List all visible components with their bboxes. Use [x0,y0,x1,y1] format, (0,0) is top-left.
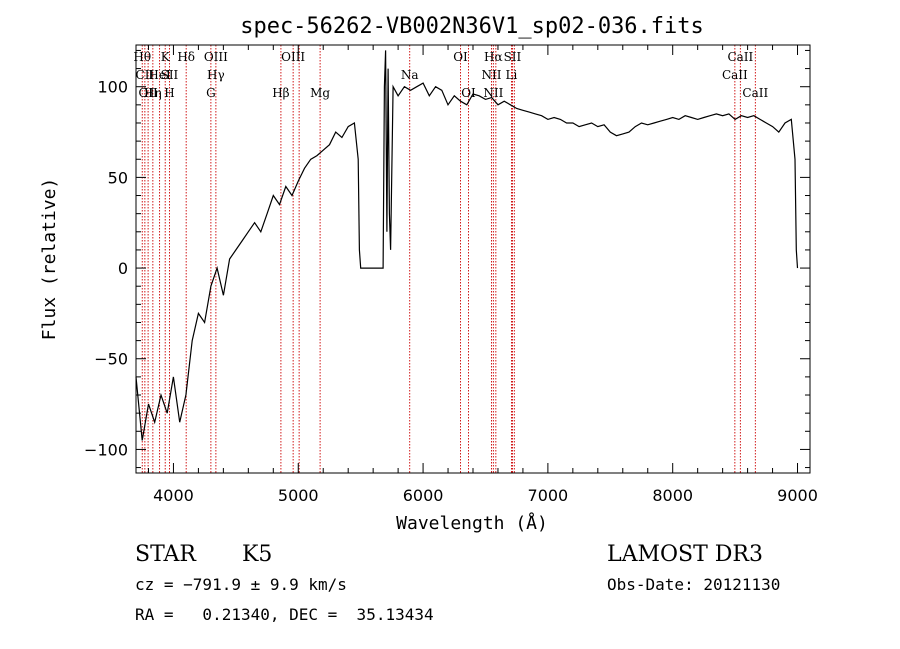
redshift-cz: cz = −791.9 ± 9.9 km/s [135,575,347,594]
x-tick-label: 8000 [652,486,693,505]
spectral-line-label: SII [504,50,522,64]
y-axis-label: Flux (relative) [39,178,60,341]
x-tick-label: 9000 [777,486,818,505]
spectral-line-label: CII [136,68,155,82]
spectral-line-label: Li [506,68,518,82]
survey-name: LAMOST DR3 [607,542,763,567]
x-tick-label: 6000 [403,486,444,505]
coordinates: RA = 0.21340, DEC = 35.13434 [135,605,434,624]
spectral-line-label: Hη [144,86,162,100]
x-tick-label: 7000 [528,486,569,505]
spectral-line-label: OIII [204,50,228,64]
spectral-line-label: OIII [281,50,305,64]
spectral-line-label: NII [481,68,501,82]
y-tick-label: 100 [97,78,128,97]
x-axis: 4000 5000 6000 7000 8000 9000 [147,45,818,505]
spectral-line-label: Hδ [177,50,195,64]
spectral-line-label: CaII [727,50,753,64]
spectral-line-label: Mg [310,86,330,100]
spectral-line-label: OI [461,86,476,100]
chart-title: spec-56262-VB002N36V1_sp02-036.fits [240,14,704,39]
spectral-line-label: Hθ [133,50,151,64]
spectral-line-label: Hγ [207,68,225,82]
spectrum-line [135,50,799,441]
x-axis-label: Wavelength (Å) [396,512,548,534]
spectral-line-label: Hα [484,50,503,64]
spectral-line-label: CaII [742,86,768,100]
spectral-line-label: G [206,86,216,100]
y-tick-label: −100 [84,440,128,459]
spectral-line-label: Hβ [272,86,289,100]
object-subclass: K5 [242,542,272,567]
spectral-line-label: SII [161,68,179,82]
spectral-line-label: Na [401,68,419,82]
spectral-line-label: CaII [722,68,748,82]
observation-date: Obs-Date: 20121130 [607,575,780,594]
y-axis: −100 −50 0 50 100 [84,49,810,469]
spectral-line-label: HeI [148,68,171,82]
object-class: STAR [135,542,197,567]
x-tick-label: 5000 [278,486,319,505]
spectral-line-label: OI [453,50,468,64]
plot-frame [135,44,811,474]
spectral-line-markers [141,45,756,473]
x-tick-label: 4000 [153,486,194,505]
y-tick-label: 0 [118,259,128,278]
spectral-line-label: NII [483,86,503,100]
spectral-line-label: K [161,50,171,64]
y-tick-label: −50 [94,350,128,369]
spectral-line-label: H [164,86,174,100]
y-tick-label: 50 [108,168,128,187]
spectral-line-label: OII [138,86,158,100]
